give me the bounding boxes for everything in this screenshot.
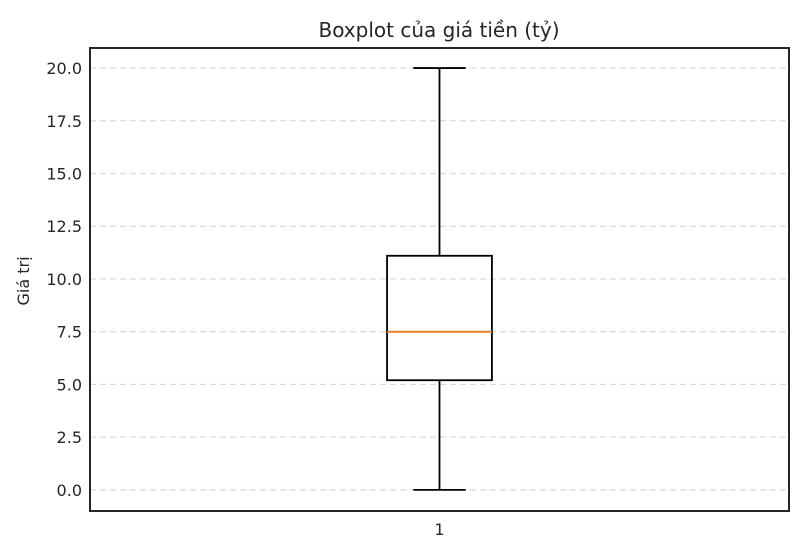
- y-tick-layer: 0.0 2.5 5.0 7.5 10.0 12.5 15.0 17.5 20.0: [46, 59, 82, 500]
- box-layer: [386, 67, 493, 491]
- y-tick-label: 12.5: [46, 217, 82, 236]
- y-axis-label: Giá trị: [14, 256, 33, 305]
- y-tick-label: 10.0: [46, 270, 82, 289]
- chart-title: Boxplot của giá tiền (tỷ): [318, 18, 559, 42]
- box-group: [386, 67, 493, 491]
- y-tick-label: 17.5: [46, 112, 82, 131]
- y-tick-label: 5.0: [57, 375, 82, 394]
- y-tick-label: 7.5: [57, 323, 82, 342]
- y-tick-label: 0.0: [57, 481, 82, 500]
- y-tick-label: 15.0: [46, 165, 82, 184]
- y-tick-label: 20.0: [46, 59, 82, 78]
- iqr-box: [386, 254, 493, 382]
- y-tick-label: 2.5: [57, 428, 82, 447]
- x-tick-layer: 1: [434, 520, 444, 539]
- plot-frame: [89, 47, 790, 512]
- x-tick-label: 1: [434, 520, 444, 539]
- grid-layer: [90, 67, 789, 491]
